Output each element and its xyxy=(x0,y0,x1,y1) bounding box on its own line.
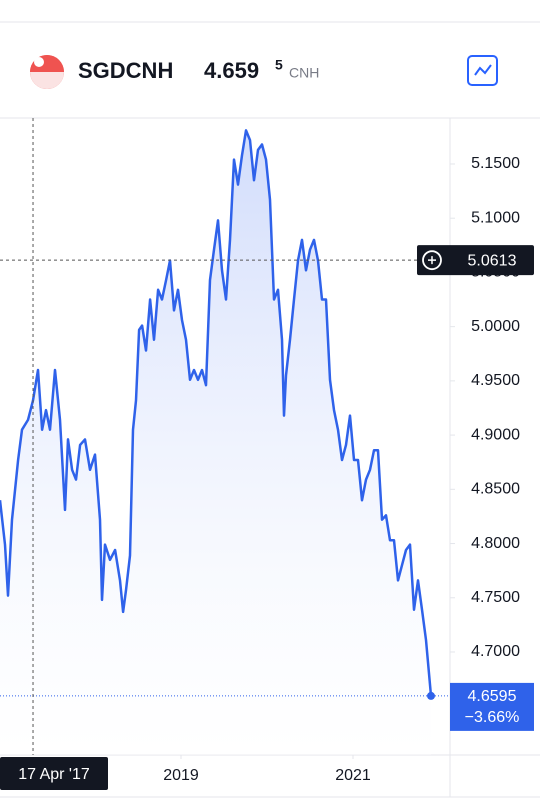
crosshair-y-box xyxy=(417,245,534,276)
last-price-box xyxy=(450,682,534,731)
price-pip: 5 xyxy=(275,57,283,73)
x-tick-label: 2021 xyxy=(335,767,371,784)
alert-icon-ring xyxy=(422,250,442,271)
currency: CNH xyxy=(289,65,319,81)
symbol: SGDCNH xyxy=(78,58,173,83)
alert-icon-plus xyxy=(428,256,436,265)
last-price-label: 4.6595 xyxy=(468,688,517,705)
price: 4.659 xyxy=(204,58,259,83)
y-tick-label: 5.1500 xyxy=(471,155,520,172)
crosshair-y-label: 5.0613 xyxy=(468,252,517,269)
y-tick-label: 4.7500 xyxy=(471,589,520,606)
crosshair-x-label: 17 Apr '17 xyxy=(18,766,90,783)
flag-icon xyxy=(30,55,64,89)
line xyxy=(0,129,433,697)
y-tick-label: 4.9500 xyxy=(471,372,520,389)
y-tick-label: 4.8000 xyxy=(471,535,520,552)
y-tick-label: 4.8500 xyxy=(471,481,520,498)
last-point xyxy=(426,691,435,700)
change-label: −3.66% xyxy=(465,709,520,726)
crosshair-x-box xyxy=(0,757,108,790)
chart-style-button[interactable] xyxy=(467,55,498,86)
area xyxy=(0,130,431,755)
x-tick-label: 2019 xyxy=(163,767,199,784)
alert-icon xyxy=(422,250,442,271)
y-tick-label: 4.9000 xyxy=(471,426,520,443)
y-tick-label: 4.7000 xyxy=(471,643,520,660)
y-tick-label: 5.1000 xyxy=(471,209,520,226)
y-tick-label: 5.0000 xyxy=(471,318,520,335)
